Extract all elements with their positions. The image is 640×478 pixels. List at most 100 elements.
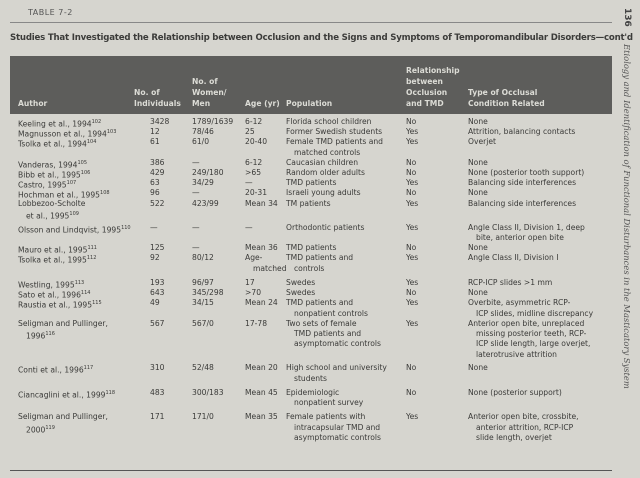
n-value: 61: [150, 137, 160, 147]
column-header: Author: [18, 98, 47, 109]
top-rule: [10, 22, 612, 23]
cell-n: 92: [150, 253, 160, 263]
cell-rel: No: [406, 117, 416, 127]
column-header-line: No. of: [192, 77, 218, 86]
pop-line: Former Swedish students: [286, 127, 383, 137]
cell-type: Balancing side interferences: [468, 178, 576, 188]
reference-number: 119: [45, 424, 55, 431]
cell-wm: 80/12: [192, 253, 214, 263]
type-line: Anterior open bite, crossbite,: [468, 412, 579, 422]
rel-value: No: [406, 167, 417, 177]
table-row: Sato et al., 1996114 643 345/298 >70 Swedes N…: [10, 288, 612, 300]
column-header-line: Women/: [192, 88, 227, 97]
type-line: missing posterior teeth, RCP-: [476, 329, 587, 339]
pop-line: nonpatient controls: [294, 308, 368, 318]
cell-n: 96: [150, 188, 160, 198]
cell-author: Keeling et al., 1994102: [18, 117, 101, 130]
cell-wm: 567/0: [192, 319, 214, 329]
cell-age: 6-12: [245, 117, 262, 127]
cell-type: None (posterior support): [468, 388, 562, 398]
author-line: Olsson and Lindqvist, 1995: [18, 225, 122, 235]
rel-value: Yes: [406, 222, 419, 232]
reference-number: 104: [86, 139, 97, 146]
pop-line: intracapsular TMD and: [294, 422, 381, 432]
wm-value: 34/15: [192, 298, 214, 308]
n-value: 310: [150, 363, 165, 373]
author-line: Westling, 1995: [18, 280, 75, 290]
cell-rel: No: [406, 243, 416, 253]
type-line: None: [468, 117, 488, 126]
cell-type: RCP-ICP slides >1 mm: [468, 278, 552, 288]
column-header-line: between: [406, 77, 443, 86]
reference-number: 116: [45, 331, 55, 338]
reference-number: 117: [83, 365, 94, 372]
wm-value: —: [192, 157, 200, 167]
author-line: Vanderas, 1994: [18, 160, 78, 170]
pop-line: Swedes: [286, 288, 316, 298]
pop-line: controls: [294, 263, 325, 273]
type-line: Overjet: [468, 137, 497, 147]
cell-n: 429: [150, 168, 165, 178]
author-line: Hochman et al., 1995: [18, 190, 101, 200]
age-line: Mean 34: [245, 198, 278, 208]
cell-n: 310: [150, 363, 165, 373]
cell-wm: 61/0: [192, 137, 209, 147]
pop-line: TMD patients: [286, 243, 337, 253]
table-row: Raustia et al., 1995115 49 34/15 Mean 24 TMD…: [10, 298, 612, 318]
reference-number: 102: [91, 119, 102, 125]
type-line: RCP-ICP slides >1 mm: [468, 277, 553, 287]
cell-pop: Random older adults: [286, 168, 365, 178]
table-row: Olsson and Lindqvist, 1995110 — — — Orthodon…: [10, 223, 612, 243]
type-line: Balancing side interferences: [468, 178, 577, 188]
cell-pop: Two sets of female TMD patients and asympt…: [286, 319, 381, 350]
cell-pop: TMD patients: [286, 178, 336, 188]
column-header-line: Relationship: [406, 66, 460, 75]
cell-age: 20-40: [245, 137, 267, 147]
cell-n: —: [150, 223, 158, 233]
cell-age: >70: [245, 288, 261, 298]
cell-author: Mauro et al., 1995111: [18, 243, 97, 256]
pop-line: matched controls: [294, 147, 361, 157]
cell-age: Mean 34: [245, 199, 278, 209]
table-row: Vanderas, 1994105 386 — 6-12 Caucasian child…: [10, 158, 612, 170]
pop-line: Female TMD patients and: [286, 137, 384, 147]
column-header-line: Author: [18, 99, 48, 108]
cell-wm: —: [192, 223, 200, 233]
cell-wm: 300/183: [192, 388, 224, 398]
rel-value: Yes: [406, 137, 419, 147]
cell-age: Age-matched: [245, 253, 287, 274]
pop-line: Israeli young adults: [286, 188, 361, 198]
age-line: Mean 24: [245, 298, 278, 308]
n-value: 63: [150, 178, 160, 188]
cell-age: 6-12: [245, 158, 262, 168]
cell-rel: Yes: [406, 178, 418, 188]
cell-rel: Yes: [406, 412, 418, 422]
cell-age: 20-31: [245, 188, 267, 198]
reference-number: 118: [105, 389, 116, 396]
cell-author: Tsolka et al., 1994104: [18, 137, 96, 150]
cell-age: —: [245, 223, 253, 233]
n-value: 522: [150, 198, 165, 208]
author-line: Keeling et al., 1994: [18, 119, 92, 129]
table-row: Westling, 1995113 193 96/97 17 Swedes Yes RCP-…: [10, 278, 612, 290]
cell-pop: TM patients: [286, 199, 331, 209]
cell-wm: 249/180: [192, 168, 224, 178]
type-line: ICP slides, midline discrepancy: [476, 308, 594, 318]
rel-value: Yes: [406, 178, 419, 188]
author-line: Tsolka et al., 1994: [18, 139, 87, 149]
type-line: anterior attrition, RCP-ICP: [476, 422, 574, 432]
cell-wm: —: [192, 158, 200, 168]
pop-line: Female patients with: [286, 412, 366, 422]
pop-line: Random older adults: [286, 167, 365, 177]
n-value: 567: [150, 318, 165, 328]
cell-wm: —: [192, 243, 200, 253]
table-header: Author No. of Individuals No. of Women/Men Ag…: [10, 56, 612, 114]
column-header-line: Individuals: [134, 99, 181, 108]
cell-pop: TMD patients: [286, 243, 336, 253]
rel-value: Yes: [406, 412, 419, 422]
type-line: Balancing side interferences: [468, 198, 577, 208]
cell-pop: Swedes: [286, 278, 315, 288]
running-head: Etiology and Identification of Functiona…: [622, 44, 632, 389]
author-line: Ciancaglini et al., 1999: [18, 390, 106, 400]
pop-line: Epidemiologic: [286, 387, 340, 397]
